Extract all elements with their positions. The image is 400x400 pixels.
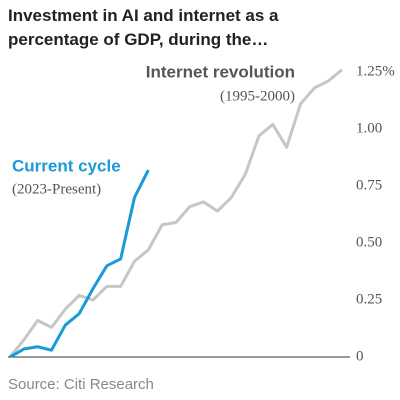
annotation: (2023-Present) [12, 181, 101, 197]
annotation: (1995-2000) [220, 88, 295, 104]
y-tick-label: 0 [356, 348, 364, 364]
y-tick-label: 1.25% [356, 63, 395, 79]
line-series [8, 68, 343, 358]
series-label: Current cycle [12, 156, 121, 175]
series-label: Internet revolution [146, 62, 295, 81]
y-tick-label: 0.75 [356, 177, 382, 193]
y-tick-label: 0.50 [356, 234, 382, 250]
line-series [9, 169, 150, 359]
source: Source: Citi Research [8, 376, 154, 393]
y-tick-label: 0.25 [356, 291, 382, 307]
chart-title: Investment in AI and internet as a perce… [8, 6, 279, 49]
y-tick-label: 1.00 [356, 120, 382, 136]
